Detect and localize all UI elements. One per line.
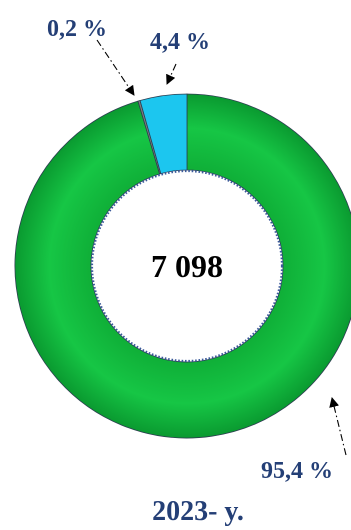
data-label-slice-3: 4,4 % [150, 29, 210, 55]
donut-hole [90, 169, 284, 363]
data-label-slice-1: 95,4 % [261, 458, 333, 484]
donut-slice-3 [139, 93, 188, 175]
center-total-value: 7 098 [151, 248, 223, 284]
chart-footer-year: 2023- y. [152, 496, 244, 527]
donut-slices [14, 93, 351, 439]
leader-line-slice-2 [96, 39, 135, 96]
leader-line-slice-3 [166, 63, 177, 85]
donut-slice-1 [14, 93, 351, 439]
data-label-slice-2: 0,2 % [47, 16, 107, 42]
leader-line-slice-1 [329, 397, 347, 456]
